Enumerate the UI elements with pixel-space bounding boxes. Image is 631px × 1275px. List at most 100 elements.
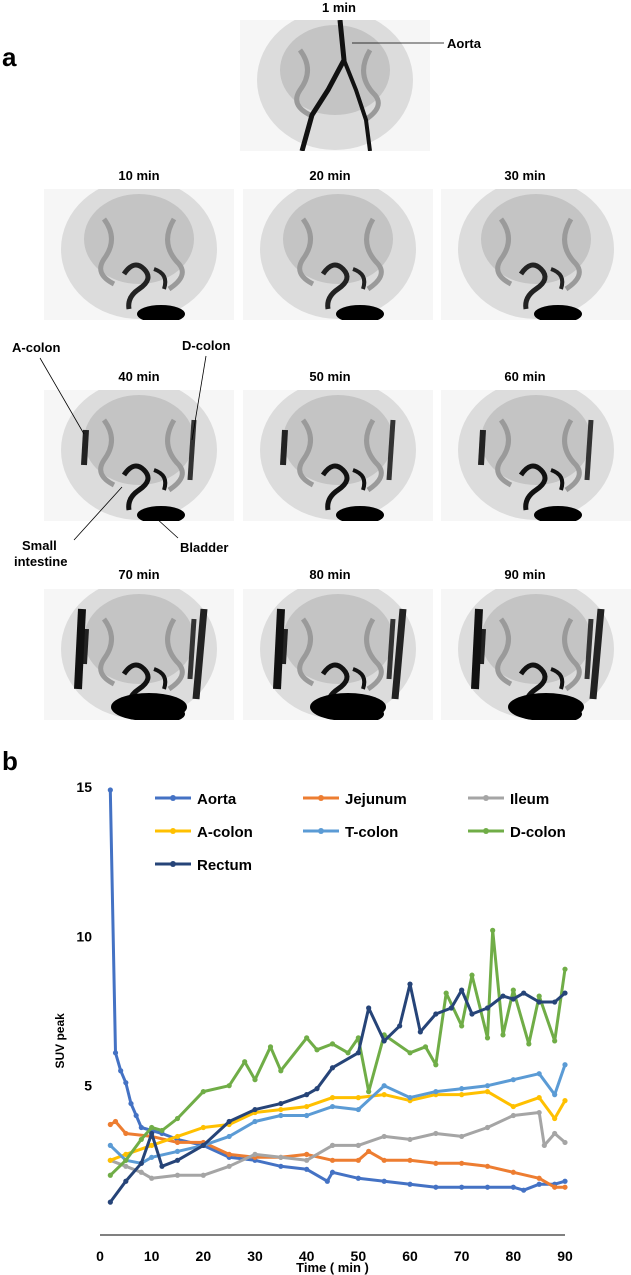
data-point-aorta [459,1184,465,1190]
bladder-annotation: Bladder [180,540,229,555]
data-point-d-colon [490,927,496,933]
data-point-jejunum [355,1157,361,1163]
data-point-t-colon [174,1148,181,1154]
data-point-aorta [536,1181,542,1187]
data-point-a-colon [174,1133,181,1140]
x-tick-label: 60 [402,1248,418,1264]
data-point-jejunum [329,1157,336,1163]
data-point-d-colon [314,1047,320,1053]
data-point-rectum [278,1100,284,1107]
d-colon-annotation: D-colon [182,338,231,353]
x-axis-label: Time ( min ) [296,1260,369,1275]
data-point-aorta [324,1178,330,1184]
legend-label-ileum: Ileum [510,791,549,808]
data-point-ileum [484,1124,491,1131]
data-point-aorta [118,1068,124,1074]
series-line-a-colon [109,1090,567,1162]
frame-label-10min: 10 min [118,168,160,183]
data-point-a-colon [107,1157,113,1163]
data-point-t-colon [407,1095,413,1101]
data-point-d-colon [355,1035,361,1041]
y-tick-label: 15 [76,779,92,795]
data-point-ileum [541,1142,547,1148]
data-point-aorta [510,1184,516,1190]
x-tick-label: 90 [557,1248,573,1264]
data-point-rectum [123,1178,129,1184]
data-point-ileum [510,1112,516,1119]
data-point-jejunum [174,1139,181,1146]
data-point-d-colon [484,1035,491,1041]
data-point-t-colon [536,1071,542,1077]
data-point-aorta [355,1175,361,1181]
data-point-d-colon [443,990,449,996]
data-point-rectum [138,1160,144,1166]
data-point-d-colon [329,1041,336,1047]
legend-marker-t-colon [318,828,324,834]
data-point-t-colon [107,1142,113,1148]
data-point-a-colon [510,1103,516,1110]
frame-label-20min: 20 min [309,168,351,183]
data-point-rectum [562,990,568,996]
data-point-a-colon [304,1103,310,1110]
pet-frame-40min [44,390,234,521]
data-point-rectum [107,1199,113,1205]
legend-label-t-colon: T-colon [345,824,398,841]
data-point-t-colon [433,1089,439,1095]
data-point-d-colon [459,1023,465,1029]
data-point-t-colon [278,1112,284,1119]
suv-chart: 0 10 20 30 40 50 60 70 80 90 5 10 15 Time ( min ) SUV … [53,779,573,1275]
data-point-ileum [407,1136,413,1143]
data-point-t-colon [252,1118,258,1125]
frame-label-50min: 50 min [309,369,351,384]
data-point-a-colon [552,1115,558,1122]
legend-label-rectum: Rectum [197,857,252,874]
data-point-rectum [355,1050,361,1056]
data-point-ileum [329,1142,336,1148]
data-point-jejunum [562,1184,568,1190]
data-point-t-colon [562,1062,568,1068]
data-point-a-colon [459,1092,465,1098]
pet-frame-70min [44,589,234,720]
data-point-d-colon [469,972,475,978]
data-point-aorta [123,1080,129,1086]
x-tick-label: 30 [247,1248,263,1264]
data-point-aorta [484,1184,491,1190]
series-line-t-colon [109,1064,567,1165]
data-point-ileum [226,1163,232,1169]
data-point-rectum [510,996,516,1002]
data-point-d-colon [526,1041,532,1047]
data-point-jejunum [407,1157,413,1163]
series-line-aorta [108,789,566,1192]
data-point-d-colon [345,1050,351,1056]
pet-frame-90min [441,589,631,720]
data-point-rectum [459,987,465,993]
data-point-aorta [107,787,113,793]
x-tick-label: 70 [454,1248,470,1264]
pet-frame-1min [240,20,430,151]
data-point-ileum [381,1133,387,1140]
data-point-rectum [174,1157,181,1163]
data-point-jejunum [123,1130,129,1137]
data-point-a-colon [355,1095,361,1101]
data-point-d-colon [200,1089,206,1095]
data-point-t-colon [510,1077,516,1083]
data-point-d-colon [278,1068,284,1074]
data-point-rectum [469,1011,475,1017]
legend-marker-a-colon [170,828,176,834]
data-point-jejunum [536,1175,542,1181]
aorta-annotation: Aorta [447,36,481,51]
frame-label-30min: 30 min [504,168,546,183]
data-point-rectum [433,1011,439,1017]
data-point-aorta [562,1178,568,1184]
data-point-d-colon [123,1157,129,1163]
data-point-rectum [226,1118,232,1125]
data-point-d-colon [422,1044,429,1050]
data-point-ileum [123,1163,129,1169]
data-point-jejunum [107,1121,113,1128]
data-point-jejunum [112,1118,119,1125]
data-point-jejunum [552,1184,558,1190]
y-axis-label: SUV peak [53,1013,67,1069]
frame-label-90min: 90 min [504,567,546,582]
data-point-jejunum [381,1157,387,1163]
pet-frame-30min [441,189,631,320]
